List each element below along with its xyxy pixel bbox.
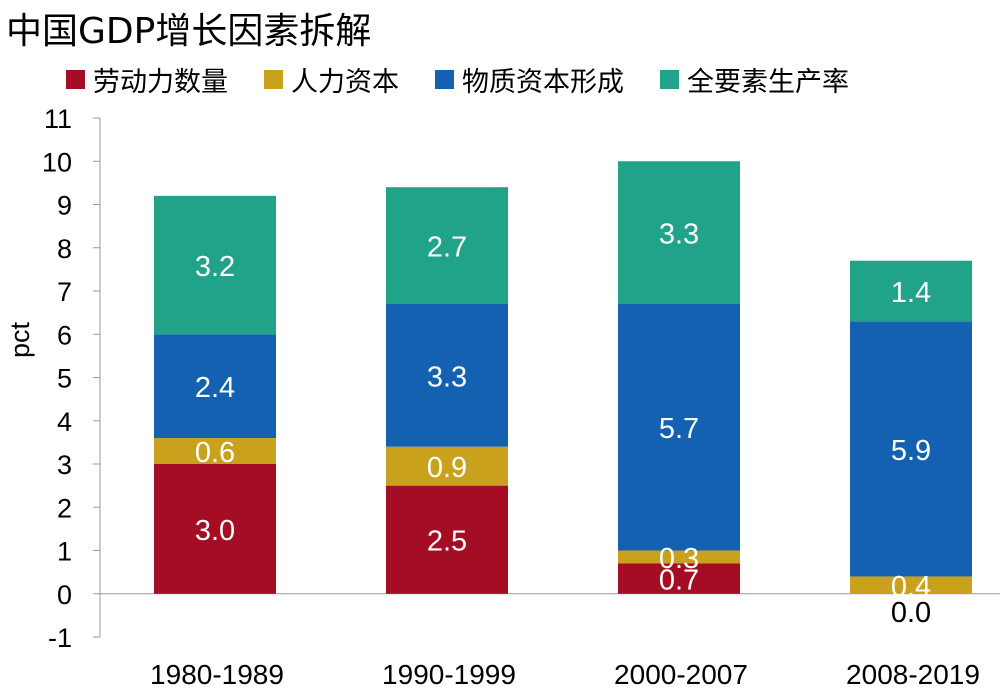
bar-segment — [154, 438, 276, 464]
bar-segment — [154, 334, 276, 439]
bar-segment — [386, 187, 508, 304]
legend-label: 物质资本形成 — [462, 66, 624, 98]
legend-label: 劳动力数量 — [93, 66, 228, 98]
bar-segment — [386, 446, 508, 486]
y-tick-label: -1 — [48, 623, 72, 653]
bar-segment — [850, 260, 972, 322]
data-label: 0.6 — [195, 437, 235, 469]
x-tick-label: 2008-2019 — [846, 659, 980, 690]
legend-item: 全要素生产率 — [660, 60, 849, 99]
y-tick-label: 9 — [57, 191, 72, 221]
data-label: 0.9 — [427, 452, 467, 484]
bar-segment — [386, 303, 508, 447]
y-tick-label: 11 — [44, 104, 72, 134]
x-tick-label: 1990-1999 — [382, 659, 516, 690]
y-tick-label: 1 — [57, 537, 72, 567]
legend-item: 人力资本 — [264, 60, 399, 99]
legend-swatch — [660, 69, 679, 89]
bar-segment — [386, 485, 508, 594]
bar-segment — [618, 161, 740, 304]
data-label: 3.3 — [659, 219, 699, 251]
data-label: 0.0 — [891, 597, 931, 629]
legend-label: 人力资本 — [291, 66, 399, 98]
bar-segment — [850, 576, 972, 594]
bar-segment — [618, 303, 740, 551]
y-tick-label: 8 — [57, 234, 72, 264]
data-label: 3.0 — [195, 515, 235, 547]
x-tick-label: 1980-1989 — [150, 659, 284, 690]
bar-segment — [850, 321, 972, 577]
chart-title: 中国GDP增长因素拆解 — [6, 11, 372, 52]
legend-item: 劳动力数量 — [66, 60, 228, 99]
data-label: 0.4 — [891, 571, 931, 603]
legend-swatch — [264, 69, 283, 89]
bar-segment — [154, 195, 276, 335]
data-label: 2.5 — [427, 526, 467, 558]
y-tick-label: 4 — [57, 407, 72, 437]
legend-swatch — [66, 69, 85, 89]
legend-swatch — [435, 69, 454, 89]
bar-segment — [154, 464, 276, 594]
data-label: 3.2 — [195, 251, 235, 283]
data-label: 5.9 — [891, 435, 931, 467]
data-label: 5.7 — [659, 413, 699, 445]
bar-segment — [618, 550, 740, 564]
y-tick-label: 6 — [57, 320, 72, 350]
y-tick-label: 0 — [57, 580, 72, 610]
legend: 劳动力数量 人力资本 物质资本形成 全要素生产率 — [66, 60, 885, 98]
data-label: 3.3 — [427, 361, 467, 393]
y-axis-label: pct — [5, 321, 35, 358]
data-label: 0.3 — [659, 543, 699, 575]
bar-segment — [618, 563, 740, 594]
legend-item: 物质资本形成 — [435, 60, 624, 99]
x-tick-label: 2000-2007 — [614, 659, 748, 690]
data-label: 1.4 — [891, 277, 931, 309]
y-tick-label: 7 — [57, 277, 72, 307]
y-tick-label: 3 — [57, 450, 72, 480]
data-label: 2.7 — [427, 232, 467, 264]
y-tick-label: 10 — [42, 147, 72, 177]
legend-label: 全要素生产率 — [687, 66, 849, 98]
data-label: 0.7 — [659, 565, 699, 597]
data-label: 2.4 — [195, 372, 235, 404]
y-tick-label: 5 — [57, 364, 72, 394]
y-tick-label: 2 — [57, 493, 72, 523]
